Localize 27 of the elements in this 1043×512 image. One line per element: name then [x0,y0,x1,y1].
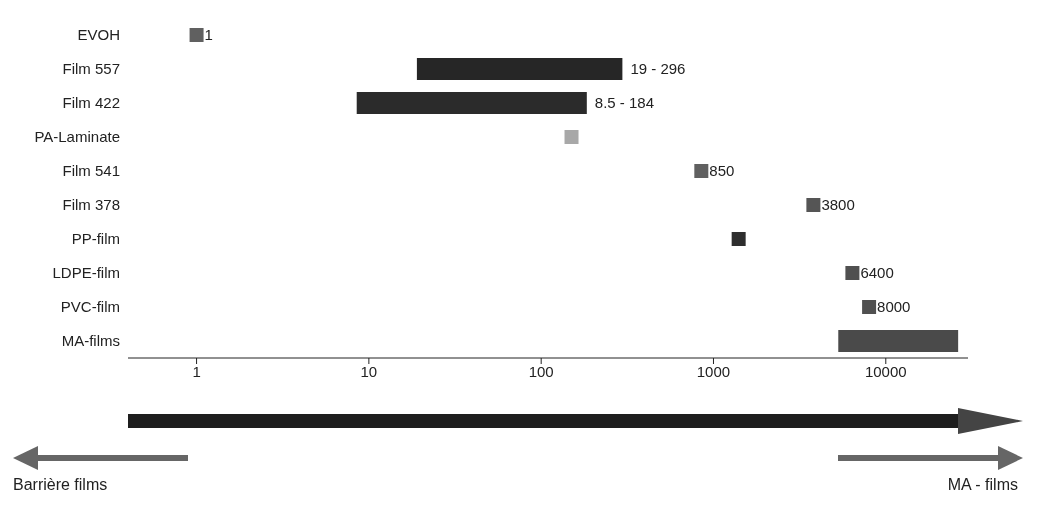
x-tick-label: 100 [528,362,554,380]
y-tick-label: MA-films [61,332,120,350]
data-label: 8000 [877,298,911,316]
x-tick-label: 1000 [696,362,731,380]
y-tick-label: Film 378 [62,196,120,214]
y-tick-label: PA-Laminate [34,128,120,146]
y-tick-label: PP-film [71,230,120,248]
bar [356,92,587,114]
annotation: 8.5 - 184 [594,94,655,112]
annotation: 19 - 296 [630,60,686,78]
data-label: 1 [204,26,213,44]
x-tick-label: 10 [360,362,378,380]
data-label: 850 [709,162,735,180]
y-tick-label: Film 422 [62,94,120,112]
y-tick-label: LDPE-film [52,264,120,282]
y-tick-label: EVOH [77,26,120,44]
x-tick-label: 10000 [864,362,907,380]
y-tick-label: Film 557 [62,60,120,78]
text: Barrière films [13,476,108,493]
x-tick-label: 1 [192,362,201,380]
y-tick-label: Film 541 [62,162,120,180]
bar [838,330,959,352]
y-tick-label: PVC-film [60,298,120,316]
data-label: 6400 [860,264,894,282]
text: MA - films [947,476,1018,493]
data-label: 3800 [821,196,855,214]
bar [416,58,623,80]
